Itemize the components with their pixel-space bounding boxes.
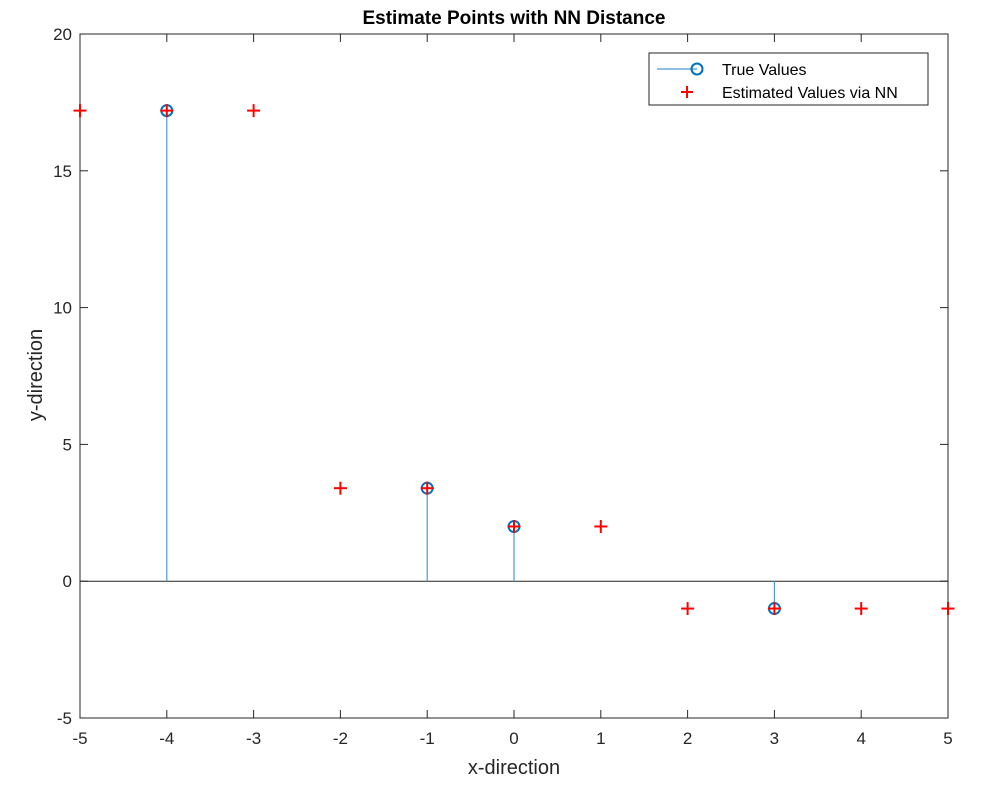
y-tick-label: 0 [63, 572, 72, 591]
axes-box [79, 33, 949, 719]
x-tick-label: 2 [683, 729, 692, 748]
estimated-value-marker [73, 104, 87, 118]
estimated-value-marker [247, 104, 261, 118]
estimated-value-marker [420, 481, 434, 495]
legend: True Values Estimated Values via NN [648, 52, 929, 106]
estimated-value-marker [854, 602, 868, 616]
x-tick-label: -4 [159, 729, 174, 748]
legend-box [648, 52, 929, 106]
chart-title: Estimate Points with NN Distance [362, 8, 665, 29]
y-tick-label: 20 [53, 25, 72, 44]
estimated-value-marker [767, 602, 781, 616]
x-tick-label: -3 [246, 729, 261, 748]
plot-area: -5 -4 -3 -2 -1 0 1 2 3 4 5 -5 0 5 10 15 20 [53, 25, 955, 748]
legend-true-values-marker [690, 62, 704, 76]
y-tick-label: -5 [57, 709, 72, 728]
x-tick-label: 3 [770, 729, 779, 748]
x-tick-label: 0 [509, 729, 518, 748]
x-tick-label: -1 [420, 729, 435, 748]
y-tick-label: 10 [53, 299, 72, 318]
legend-true-values-label: True Values [722, 62, 806, 79]
y-axis-label: y-direction [25, 329, 47, 421]
estimated-value-marker [594, 519, 608, 533]
estimated-value-marker [160, 104, 174, 118]
x-tick-label: 5 [943, 729, 952, 748]
x-tick-label: 4 [856, 729, 865, 748]
estimated-value-marker [333, 481, 347, 495]
x-tick-label: -5 [72, 729, 87, 748]
x-tick-label: 1 [596, 729, 605, 748]
y-tick-label: 15 [53, 162, 72, 181]
estimated-value-marker [507, 519, 521, 533]
x-tick-label: -2 [333, 729, 348, 748]
legend-estimated-values-marker [681, 86, 693, 98]
estimated-value-marker [681, 602, 695, 616]
estimated-value-marker [941, 602, 955, 616]
legend-estimated-values-label: Estimated Values via NN [722, 85, 898, 102]
y-tick-label: 5 [63, 435, 72, 454]
x-axis-label: x-direction [468, 757, 560, 779]
